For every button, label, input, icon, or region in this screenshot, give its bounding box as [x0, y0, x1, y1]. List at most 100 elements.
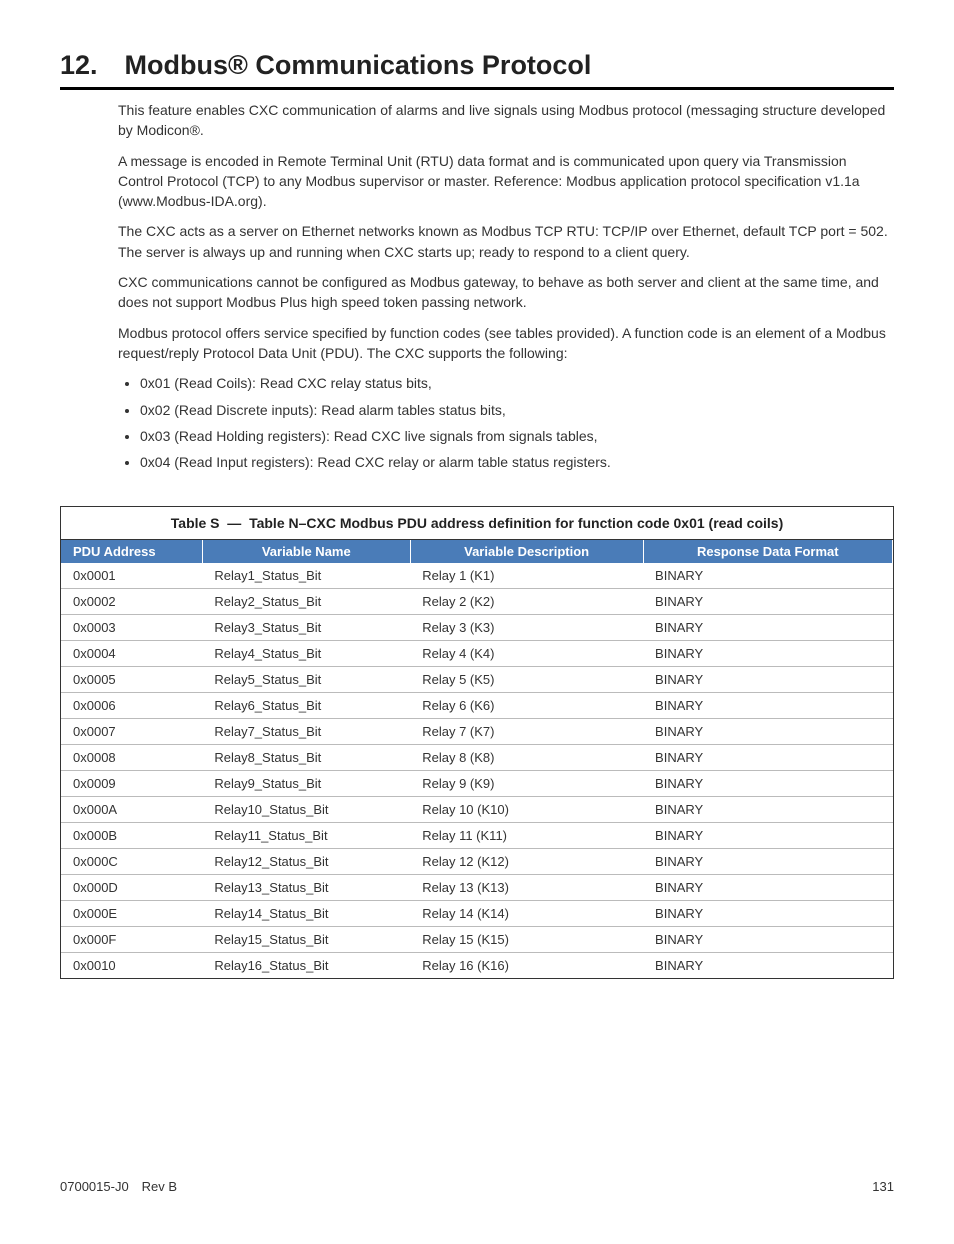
table-cell: Relay 10 (K10) — [410, 797, 643, 823]
table-cell: Relay1_Status_Bit — [202, 563, 410, 589]
table-cell: BINARY — [643, 797, 892, 823]
table-cell: 0x0001 — [61, 563, 202, 589]
table-cell: Relay16_Status_Bit — [202, 953, 410, 979]
table-row: 0x000ARelay10_Status_BitRelay 10 (K10)BI… — [61, 797, 893, 823]
paragraph: CXC communications cannot be configured … — [118, 272, 894, 313]
table-cell: BINARY — [643, 615, 892, 641]
table-cell: 0x0003 — [61, 615, 202, 641]
table-cell: Relay 15 (K15) — [410, 927, 643, 953]
table-row: 0x0001Relay1_Status_BitRelay 1 (K1)BINAR… — [61, 563, 893, 589]
table-cell: BINARY — [643, 771, 892, 797]
column-header: PDU Address — [61, 540, 202, 563]
table-cell: Relay 7 (K7) — [410, 719, 643, 745]
paragraph: A message is encoded in Remote Terminal … — [118, 151, 894, 212]
paragraph: Modbus protocol offers service specified… — [118, 323, 894, 364]
table-cell: Relay7_Status_Bit — [202, 719, 410, 745]
table-cell: 0x000F — [61, 927, 202, 953]
column-header: Response Data Format — [643, 540, 892, 563]
table-row: 0x0008Relay8_Status_BitRelay 8 (K8)BINAR… — [61, 745, 893, 771]
table-cell: 0x0002 — [61, 589, 202, 615]
table-cell: Relay 2 (K2) — [410, 589, 643, 615]
table-cell: 0x0009 — [61, 771, 202, 797]
table-cell: Relay 4 (K4) — [410, 641, 643, 667]
table-cell: Relay 6 (K6) — [410, 693, 643, 719]
column-header: Variable Description — [410, 540, 643, 563]
table-cell: BINARY — [643, 563, 892, 589]
table-cell: Relay8_Status_Bit — [202, 745, 410, 771]
table-cell: Relay13_Status_Bit — [202, 875, 410, 901]
address-table: Table S — Table N–CXC Modbus PDU address… — [60, 506, 894, 979]
table-cell: Relay10_Status_Bit — [202, 797, 410, 823]
table-row: 0x0010Relay16_Status_BitRelay 16 (K16)BI… — [61, 953, 893, 979]
paragraph: The CXC acts as a server on Ethernet net… — [118, 221, 894, 262]
table-row: 0x000FRelay15_Status_BitRelay 15 (K15)BI… — [61, 927, 893, 953]
table-cell: 0x0008 — [61, 745, 202, 771]
table-cell: Relay 13 (K13) — [410, 875, 643, 901]
table-cell: Relay 14 (K14) — [410, 901, 643, 927]
table-cell: 0x000C — [61, 849, 202, 875]
table-cell: BINARY — [643, 641, 892, 667]
table-row: 0x0004Relay4_Status_BitRelay 4 (K4)BINAR… — [61, 641, 893, 667]
table-row: 0x0006Relay6_Status_BitRelay 6 (K6)BINAR… — [61, 693, 893, 719]
footer-doc-id: 0700015-J0 Rev B — [60, 1179, 177, 1194]
footer-page-number: 131 — [872, 1179, 894, 1194]
table-row: 0x0002Relay2_Status_BitRelay 2 (K2)BINAR… — [61, 589, 893, 615]
table-cell: BINARY — [643, 901, 892, 927]
table-row: 0x0007Relay7_Status_BitRelay 7 (K7)BINAR… — [61, 719, 893, 745]
table-cell: Relay2_Status_Bit — [202, 589, 410, 615]
table-cell: BINARY — [643, 745, 892, 771]
table-row: 0x0005Relay5_Status_BitRelay 5 (K5)BINAR… — [61, 667, 893, 693]
table-cell: Relay6_Status_Bit — [202, 693, 410, 719]
paragraph: This feature enables CXC communication o… — [118, 100, 894, 141]
table-cell: BINARY — [643, 667, 892, 693]
list-item: 0x04 (Read Input registers): Read CXC re… — [140, 452, 894, 472]
table-cell: Relay15_Status_Bit — [202, 927, 410, 953]
table-cell: 0x000A — [61, 797, 202, 823]
bullet-list: 0x01 (Read Coils): Read CXC relay status… — [118, 373, 894, 472]
table-cell: Relay 1 (K1) — [410, 563, 643, 589]
table-cell: Relay 5 (K5) — [410, 667, 643, 693]
table-cell: BINARY — [643, 693, 892, 719]
table-cell: BINARY — [643, 719, 892, 745]
table: PDU Address Variable Name Variable Descr… — [61, 540, 893, 978]
table-cell: 0x0010 — [61, 953, 202, 979]
table-cell: Relay 8 (K8) — [410, 745, 643, 771]
table-header-row: PDU Address Variable Name Variable Descr… — [61, 540, 893, 563]
table-cell: 0x0004 — [61, 641, 202, 667]
table-row: 0x0009Relay9_Status_BitRelay 9 (K9)BINAR… — [61, 771, 893, 797]
table-cell: 0x000B — [61, 823, 202, 849]
table-cell: 0x0006 — [61, 693, 202, 719]
table-cell: Relay 9 (K9) — [410, 771, 643, 797]
table-row: 0x000BRelay11_Status_BitRelay 11 (K11)BI… — [61, 823, 893, 849]
table-cell: 0x0005 — [61, 667, 202, 693]
table-cell: BINARY — [643, 823, 892, 849]
table-row: 0x000DRelay13_Status_BitRelay 13 (K13)BI… — [61, 875, 893, 901]
section-heading: 12. Modbus® Communications Protocol — [60, 50, 894, 90]
table-row: 0x0003Relay3_Status_BitRelay 3 (K3)BINAR… — [61, 615, 893, 641]
table-row: 0x000ERelay14_Status_BitRelay 14 (K14)BI… — [61, 901, 893, 927]
table-cell: Relay 16 (K16) — [410, 953, 643, 979]
table-cell: Relay11_Status_Bit — [202, 823, 410, 849]
table-cell: Relay12_Status_Bit — [202, 849, 410, 875]
table-cell: 0x000D — [61, 875, 202, 901]
table-cell: Relay5_Status_Bit — [202, 667, 410, 693]
column-header: Variable Name — [202, 540, 410, 563]
page-footer: 0700015-J0 Rev B 131 — [60, 1179, 894, 1194]
table-cell: BINARY — [643, 927, 892, 953]
table-cell: Relay9_Status_Bit — [202, 771, 410, 797]
table-cell: BINARY — [643, 875, 892, 901]
table-cell: 0x000E — [61, 901, 202, 927]
table-cell: Relay 3 (K3) — [410, 615, 643, 641]
table-row: 0x000CRelay12_Status_BitRelay 12 (K12)BI… — [61, 849, 893, 875]
table-cell: Relay3_Status_Bit — [202, 615, 410, 641]
table-cell: BINARY — [643, 849, 892, 875]
table-cell: BINARY — [643, 953, 892, 979]
body-text: This feature enables CXC communication o… — [118, 100, 894, 472]
list-item: 0x01 (Read Coils): Read CXC relay status… — [140, 373, 894, 393]
table-cell: Relay 11 (K11) — [410, 823, 643, 849]
table-caption: Table S — Table N–CXC Modbus PDU address… — [61, 507, 893, 540]
list-item: 0x03 (Read Holding registers): Read CXC … — [140, 426, 894, 446]
table-cell: BINARY — [643, 589, 892, 615]
table-cell: Relay14_Status_Bit — [202, 901, 410, 927]
table-cell: 0x0007 — [61, 719, 202, 745]
